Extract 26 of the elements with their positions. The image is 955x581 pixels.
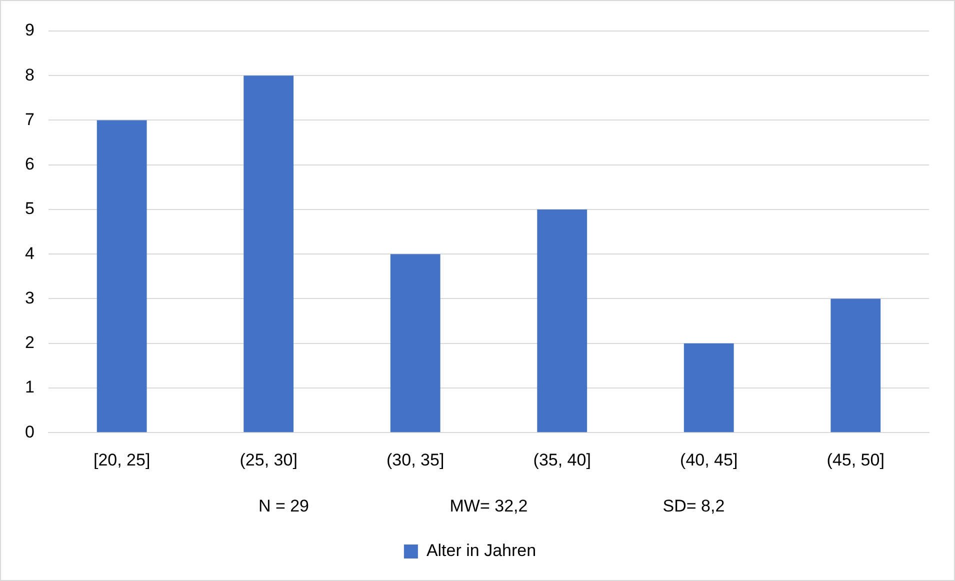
y-tick-label: 9 xyxy=(24,20,34,40)
x-tick-label: (25, 30] xyxy=(240,450,298,470)
x-tick-label: (30, 35] xyxy=(386,450,444,470)
y-tick-label: 1 xyxy=(24,378,34,397)
legend-label: Alter in Jahren xyxy=(426,541,536,560)
bar xyxy=(537,209,588,432)
y-tick-label: 0 xyxy=(24,422,34,442)
bar xyxy=(244,76,294,432)
bar xyxy=(96,120,147,432)
text: N = 29 xyxy=(258,496,310,516)
text: SD= 8,2 xyxy=(662,496,725,516)
bar xyxy=(830,298,881,432)
bar xyxy=(684,343,734,432)
y-tick-label: 2 xyxy=(24,333,34,352)
x-tick-label: [20, 25] xyxy=(93,450,150,470)
y-tick-label: 8 xyxy=(24,65,34,84)
y-tick-label: 4 xyxy=(24,244,34,263)
y-tick-label: 3 xyxy=(24,288,34,308)
text: MW= 32,2 xyxy=(450,496,528,516)
y-tick-label: 5 xyxy=(24,199,34,218)
y-tick-label: 7 xyxy=(24,110,34,129)
x-tick-label: (35, 40] xyxy=(533,450,591,470)
y-tick-label: 6 xyxy=(24,154,34,174)
bar xyxy=(390,254,440,432)
x-tick-label: (40, 45] xyxy=(680,450,738,470)
x-tick-label: (45, 50] xyxy=(826,450,884,470)
